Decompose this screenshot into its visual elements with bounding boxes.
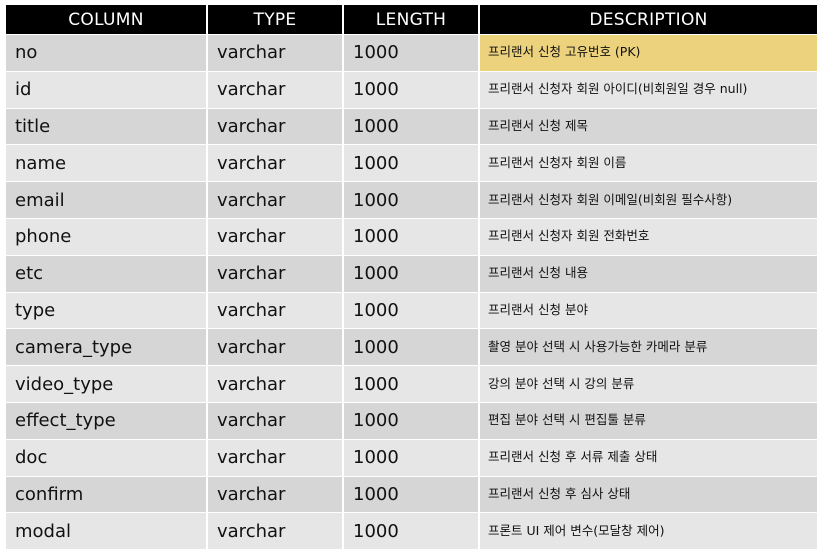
- table-row: title varchar 1000 프리랜서 신청 제목: [6, 108, 817, 145]
- column-name-cell: type: [6, 292, 206, 329]
- column-name-cell: id: [6, 71, 206, 108]
- length-cell: 1000: [344, 145, 478, 182]
- description-cell: 프리랜서 신청 분야: [480, 292, 817, 329]
- schema-table: COLUMN TYPE LENGTH DESCRIPTION no varchar…: [4, 4, 819, 550]
- length-cell: 1000: [344, 476, 478, 513]
- length-cell: 1000: [344, 292, 478, 329]
- header-column: COLUMN: [6, 5, 206, 34]
- length-cell: 1000: [344, 71, 478, 108]
- type-cell: varchar: [208, 292, 342, 329]
- description-cell: 프론트 UI 제어 변수(모달창 제어): [480, 513, 817, 550]
- description-cell: 촬영 분야 선택 시 사용가능한 카메라 분류: [480, 329, 817, 366]
- description-cell: 프리랜서 신청자 회원 전화번호: [480, 218, 817, 255]
- description-cell: 강의 분야 선택 시 강의 분류: [480, 366, 817, 402]
- type-cell: varchar: [208, 329, 342, 366]
- type-cell: varchar: [208, 218, 342, 255]
- column-name-cell: phone: [6, 218, 206, 255]
- header-description: DESCRIPTION: [480, 5, 817, 34]
- table-row: id varchar 1000 프리랜서 신청자 회원 아이디(비회원일 경우 nul…: [6, 71, 817, 108]
- column-name-cell: etc: [6, 255, 206, 292]
- column-name-cell: modal: [6, 513, 206, 550]
- length-cell: 1000: [344, 329, 478, 366]
- column-name-cell: camera_type: [6, 329, 206, 366]
- column-name-cell: no: [6, 35, 206, 71]
- table-row: confirm varchar 1000 프리랜서 신청 후 심사 상태: [6, 476, 817, 513]
- length-cell: 1000: [344, 35, 478, 71]
- column-name-cell: title: [6, 108, 206, 145]
- column-name-cell: video_type: [6, 366, 206, 402]
- type-cell: varchar: [208, 439, 342, 476]
- header-type: TYPE: [208, 5, 342, 34]
- type-cell: varchar: [208, 513, 342, 550]
- description-cell: 프리랜서 신청자 회원 아이디(비회원일 경우 null): [480, 71, 817, 108]
- description-cell: 프리랜서 신청 내용: [480, 255, 817, 292]
- length-cell: 1000: [344, 513, 478, 550]
- description-cell: 프리랜서 신청자 회원 이메일(비회원 필수사항): [480, 182, 817, 218]
- table-row: phone varchar 1000 프리랜서 신청자 회원 전화번호: [6, 218, 817, 255]
- type-cell: varchar: [208, 182, 342, 218]
- description-cell: 프리랜서 신청 후 서류 제출 상태: [480, 439, 817, 476]
- length-cell: 1000: [344, 439, 478, 476]
- length-cell: 1000: [344, 366, 478, 402]
- description-cell: 프리랜서 신청 후 심사 상태: [480, 476, 817, 513]
- table-row: no varchar 1000 프리랜서 신청 고유번호 (PK): [6, 35, 817, 71]
- description-cell: 프리랜서 신청 고유번호 (PK): [480, 35, 817, 71]
- length-cell: 1000: [344, 255, 478, 292]
- table-row: email varchar 1000 프리랜서 신청자 회원 이메일(비회원 필수사항…: [6, 182, 817, 218]
- table-row: video_type varchar 1000 강의 분야 선택 시 강의 분류: [6, 366, 817, 402]
- length-cell: 1000: [344, 218, 478, 255]
- header-row: COLUMN TYPE LENGTH DESCRIPTION: [6, 5, 817, 34]
- column-name-cell: email: [6, 182, 206, 218]
- table-header: COLUMN TYPE LENGTH DESCRIPTION: [6, 5, 817, 34]
- length-cell: 1000: [344, 182, 478, 218]
- column-name-cell: name: [6, 145, 206, 182]
- type-cell: varchar: [208, 366, 342, 402]
- table-row: name varchar 1000 프리랜서 신청자 회원 이름: [6, 145, 817, 182]
- description-cell: 프리랜서 신청자 회원 이름: [480, 145, 817, 182]
- table-row: modal varchar 1000 프론트 UI 제어 변수(모달창 제어): [6, 513, 817, 550]
- type-cell: varchar: [208, 35, 342, 71]
- length-cell: 1000: [344, 108, 478, 145]
- description-cell: 프리랜서 신청 제목: [480, 108, 817, 145]
- type-cell: varchar: [208, 71, 342, 108]
- table-row: effect_type varchar 1000 편집 분야 선택 시 편집툴 분류: [6, 402, 817, 439]
- column-name-cell: effect_type: [6, 402, 206, 439]
- type-cell: varchar: [208, 255, 342, 292]
- type-cell: varchar: [208, 145, 342, 182]
- type-cell: varchar: [208, 476, 342, 513]
- table-row: type varchar 1000 프리랜서 신청 분야: [6, 292, 817, 329]
- length-cell: 1000: [344, 402, 478, 439]
- column-name-cell: confirm: [6, 476, 206, 513]
- table-row: camera_type varchar 1000 촬영 분야 선택 시 사용가능한 카…: [6, 329, 817, 366]
- table-row: doc varchar 1000 프리랜서 신청 후 서류 제출 상태: [6, 439, 817, 476]
- type-cell: varchar: [208, 108, 342, 145]
- column-name-cell: doc: [6, 439, 206, 476]
- type-cell: varchar: [208, 402, 342, 439]
- table-body: no varchar 1000 프리랜서 신청 고유번호 (PK) id varchar 1…: [6, 35, 817, 550]
- header-length: LENGTH: [344, 5, 478, 34]
- table-row: etc varchar 1000 프리랜서 신청 내용: [6, 255, 817, 292]
- description-cell: 편집 분야 선택 시 편집툴 분류: [480, 402, 817, 439]
